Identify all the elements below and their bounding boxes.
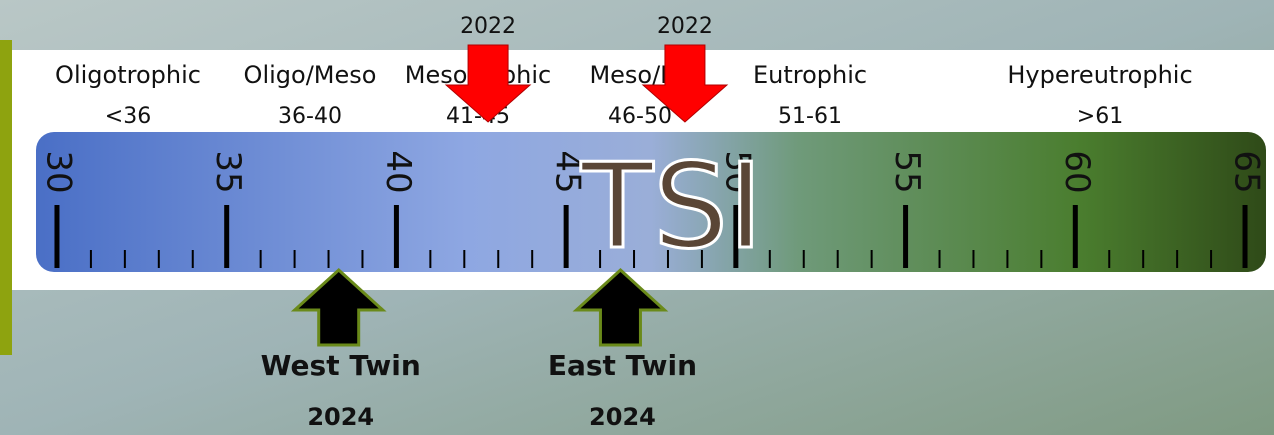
marker-year: 2022 (657, 14, 713, 39)
infographic: 3035404550556065Oligotrophic<36Oligo/Mes… (0, 0, 1274, 435)
band-range: >61 (1077, 104, 1123, 129)
marker-name: East Twin (548, 349, 697, 382)
page: 3035404550556065Oligotrophic<36Oligo/Mes… (0, 0, 1274, 435)
band-name: Eutrophic (753, 61, 867, 89)
marker-year: 2024 (589, 403, 656, 431)
band-range: 36-40 (278, 104, 342, 129)
scale-title: TSI (580, 137, 763, 275)
band-range: 51-61 (778, 104, 842, 129)
tick-label: 30 (38, 150, 78, 193)
marker-year: 2024 (307, 403, 374, 431)
marker-year: 2022 (460, 14, 516, 39)
tick-label: 65 (1227, 150, 1267, 193)
band-range: <36 (105, 104, 151, 129)
band-name: Oligotrophic (55, 61, 201, 89)
tick-label: 55 (887, 150, 927, 193)
band-name: Hypereutrophic (1007, 61, 1192, 89)
side-bar (0, 40, 12, 355)
tick-label: 40 (378, 150, 418, 193)
tick-label: 60 (1057, 150, 1097, 193)
band-name: Oligo/Meso (244, 61, 377, 89)
marker-name: West Twin (261, 349, 421, 382)
tick-label: 35 (208, 150, 248, 193)
band-range: 46-50 (608, 104, 672, 129)
